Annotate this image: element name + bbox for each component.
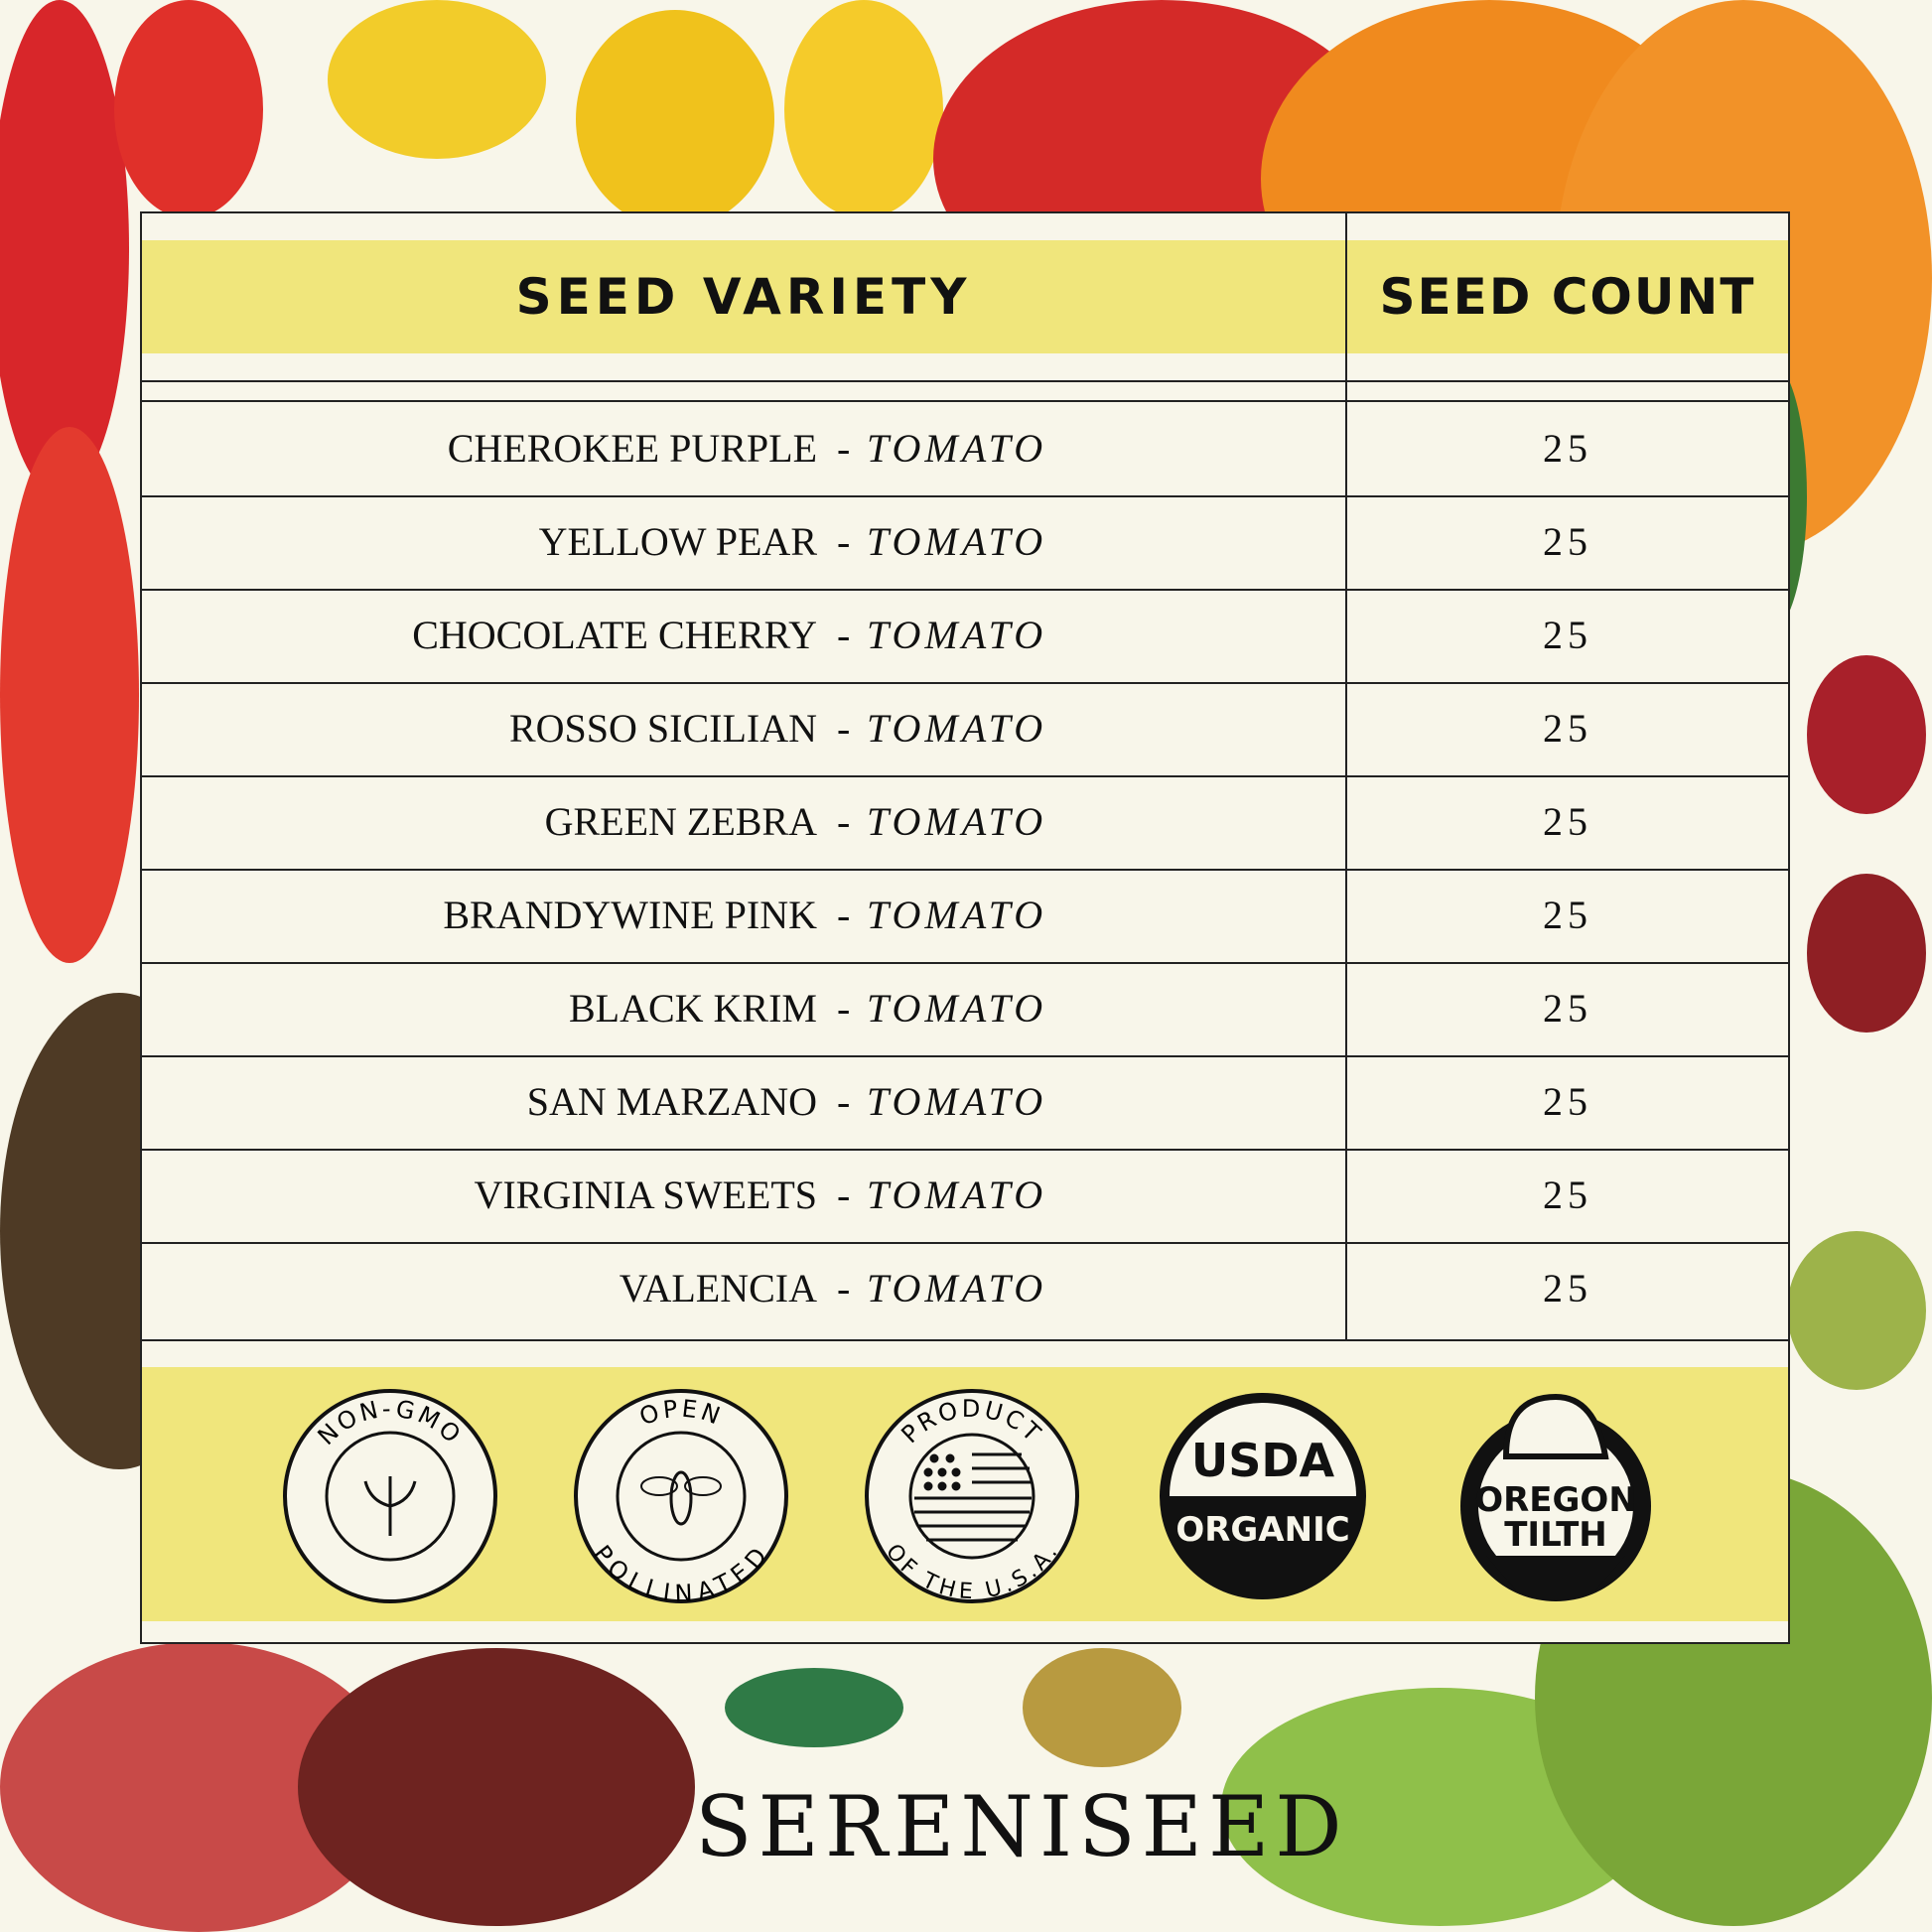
separator: - (837, 613, 851, 657)
variety-type: TOMATO (867, 1266, 1047, 1311)
seed-count: 25 (1543, 426, 1592, 471)
flag-icon (914, 1452, 1032, 1542)
seed-count: 25 (1543, 519, 1592, 564)
header-seed-count: SEED COUNT (1379, 268, 1756, 326)
variety-name: YELLOW PEAR (538, 519, 817, 564)
row-divider (142, 495, 1788, 497)
row-divider (142, 589, 1788, 591)
row-divider (142, 775, 1788, 777)
row-divider (142, 1242, 1788, 1244)
table-header: SEED VARIETY SEED COUNT (142, 240, 1788, 353)
variety-type: TOMATO (867, 426, 1047, 471)
variety-type: TOMATO (867, 893, 1047, 937)
column-divider (1345, 213, 1347, 1341)
seed-count: 25 (1543, 1266, 1592, 1311)
variety-type: TOMATO (867, 986, 1047, 1031)
separator: - (837, 1079, 851, 1124)
usda-text: USDA (1191, 1434, 1335, 1487)
brand-logo: SERENISEED (695, 1778, 1348, 1875)
plant-icon (1502, 1393, 1609, 1459)
table-row: BRANDYWINE PINK - TOMATO 25 (142, 869, 1788, 961)
table-row: GREEN ZEBRA - TOMATO 25 (142, 775, 1788, 868)
table-row: BLACK KRIM - TOMATO 25 (142, 962, 1788, 1054)
oregon-tilth-badge: OREGON TILTH (1460, 1393, 1651, 1601)
bee-icon (669, 1470, 693, 1526)
row-divider (142, 682, 1788, 684)
row-divider (142, 1149, 1788, 1151)
field-icon (1486, 1556, 1625, 1590)
variety-name: BLACK KRIM (568, 986, 817, 1031)
table-row: SAN MARZANO - TOMATO 25 (142, 1055, 1788, 1148)
variety-name: ROSSO SICILIAN (508, 706, 817, 751)
variety-type: TOMATO (867, 519, 1047, 564)
variety-name: BRANDYWINE PINK (443, 893, 817, 937)
variety-name: VIRGINIA SWEETS (474, 1173, 817, 1217)
divider (142, 1339, 1788, 1341)
row-divider (142, 869, 1788, 871)
separator: - (837, 893, 851, 937)
divider (142, 380, 1788, 382)
table-row: YELLOW PEAR - TOMATO 25 (142, 495, 1788, 588)
table-row: CHEROKEE PURPLE - TOMATO 25 (142, 402, 1788, 494)
non-gmo-badge: NON-GMO (283, 1389, 497, 1603)
seed-table-card: SEED VARIETY SEED COUNT CHEROKEE PURPLE -… (140, 211, 1790, 1644)
divider (142, 400, 1788, 402)
separator: - (837, 426, 851, 471)
seed-count: 25 (1543, 613, 1592, 657)
separator: - (837, 986, 851, 1031)
variety-type: TOMATO (867, 706, 1047, 751)
variety-type: TOMATO (867, 799, 1047, 844)
seed-count: 25 (1543, 893, 1592, 937)
sprout-icon (363, 1476, 417, 1536)
usda-organic-badge: USDA ORGANIC (1160, 1393, 1366, 1599)
seed-count: 25 (1543, 1079, 1592, 1124)
variety-name: CHEROKEE PURPLE (447, 426, 817, 471)
table-row: ROSSO SICILIAN - TOMATO 25 (142, 682, 1788, 774)
table-row: VIRGINIA SWEETS - TOMATO 25 (142, 1149, 1788, 1241)
open-pollinated-badge: OPEN POLLINATED (574, 1389, 788, 1605)
tilth-text: TILTH (1504, 1515, 1607, 1555)
separator: - (837, 1173, 851, 1217)
seed-count: 25 (1543, 799, 1592, 844)
variety-type: TOMATO (867, 1173, 1047, 1217)
certification-badges: NON-GMO OPEN POLLINATED PRODUCT OF THE U… (142, 1367, 1788, 1621)
variety-type: TOMATO (867, 613, 1047, 657)
variety-type: TOMATO (867, 1079, 1047, 1124)
separator: - (837, 706, 851, 751)
oregon-text: OREGON (1474, 1480, 1637, 1520)
header-seed-variety: SEED VARIETY (515, 268, 972, 326)
variety-name: SAN MARZANO (526, 1079, 817, 1124)
table-row: CHOCOLATE CHERRY - TOMATO 25 (142, 589, 1788, 681)
row-divider (142, 962, 1788, 964)
variety-name: GREEN ZEBRA (544, 799, 817, 844)
variety-name: VALENCIA (619, 1266, 817, 1311)
variety-name: CHOCOLATE CHERRY (412, 613, 817, 657)
seed-count: 25 (1543, 706, 1592, 751)
table-row: VALENCIA - TOMATO 25 (142, 1242, 1788, 1334)
organic-text: ORGANIC (1175, 1510, 1349, 1550)
product-of-usa-badge: PRODUCT OF THE U.S.A. (865, 1389, 1079, 1604)
seed-count: 25 (1543, 986, 1592, 1031)
row-divider (142, 1055, 1788, 1057)
separator: - (837, 519, 851, 564)
separator: - (837, 799, 851, 844)
seed-count: 25 (1543, 1173, 1592, 1217)
separator: - (837, 1266, 851, 1311)
